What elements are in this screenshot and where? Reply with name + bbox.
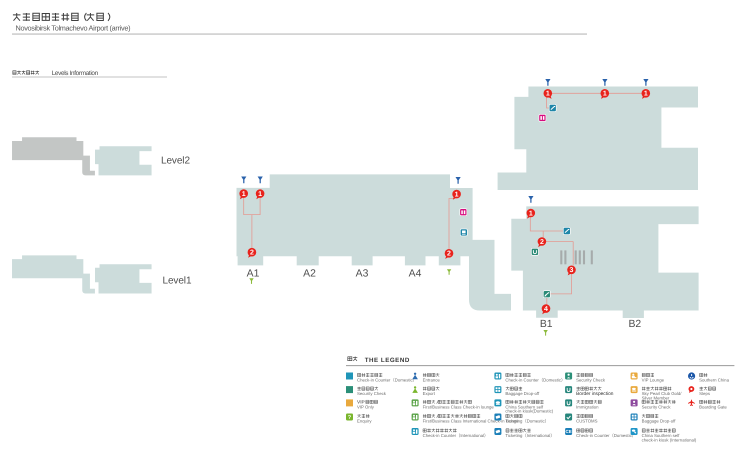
svg-text:Immigration: Immigration	[576, 404, 599, 409]
svg-text:Silver Member: Silver Member	[642, 395, 670, 400]
svg-text:VIP Lounge: VIP Lounge	[642, 377, 665, 382]
svg-text:Check-in Counter（Domestic）: Check-in Counter（Domestic）	[576, 433, 636, 438]
svg-text:Levels Information: Levels Information	[52, 70, 99, 77]
svg-text:Southern China: Southern China	[699, 377, 729, 382]
svg-text:CUSTOMS: CUSTOMS	[576, 418, 598, 423]
svg-text:China Southern self: China Southern self	[642, 433, 681, 438]
svg-text:A3: A3	[356, 268, 369, 279]
svg-text:A4: A4	[409, 268, 422, 279]
svg-text:First/Business Class Check-in: First/Business Class Check-in lounge	[423, 404, 495, 409]
svg-text:2: 2	[447, 251, 451, 258]
svg-text:check-in kiosk (International): check-in kiosk (International)	[642, 437, 697, 442]
svg-text:1: 1	[529, 210, 533, 217]
svg-text:4: 4	[544, 306, 548, 313]
svg-text:Steps: Steps	[699, 391, 710, 396]
svg-text:1: 1	[455, 192, 459, 199]
svg-text:1: 1	[644, 91, 648, 98]
svg-text:Baggage Drop-off: Baggage Drop-off	[642, 418, 677, 423]
svg-text:Baggage Drop-off: Baggage Drop-off	[505, 391, 540, 396]
svg-text:China Southern self: China Southern self	[505, 404, 544, 409]
svg-text:CE: CE	[566, 429, 572, 434]
svg-text:1: 1	[546, 91, 550, 98]
svg-text:2: 2	[540, 239, 544, 246]
svg-text:VIP: VIP	[357, 400, 365, 406]
svg-text:VIP Only: VIP Only	[357, 404, 375, 409]
svg-text:Export: Export	[423, 391, 436, 396]
svg-text:2: 2	[250, 250, 254, 257]
svg-text:Security Check: Security Check	[576, 377, 606, 382]
svg-text:Ticketing（Domestic）: Ticketing（Domestic）	[505, 418, 549, 423]
svg-text:Boarding Gate: Boarding Gate	[699, 404, 727, 409]
svg-text:B1: B1	[540, 319, 553, 330]
svg-text:THE LEGEND: THE LEGEND	[365, 357, 410, 364]
svg-text:Check-in Counter（Domestic）: Check-in Counter（Domestic）	[357, 377, 417, 382]
svg-text:1: 1	[603, 91, 607, 98]
svg-text:Border inspection: Border inspection	[576, 391, 614, 397]
svg-text:1: 1	[258, 191, 262, 198]
svg-text:B2: B2	[628, 319, 641, 330]
svg-text:Novosibirsk Tolmachevo Airport: Novosibirsk Tolmachevo Airport (arrive)	[16, 24, 131, 33]
svg-text:?: ?	[348, 415, 352, 421]
svg-text:check-in kiosk(Domestic): check-in kiosk(Domestic)	[505, 409, 553, 414]
svg-text:Level1: Level1	[163, 276, 192, 287]
svg-text:First/Business Class Internati: First/Business Class International Check…	[423, 418, 520, 423]
svg-text:Check-in Counter（International: Check-in Counter（International）	[423, 433, 489, 438]
svg-text:Security Check: Security Check	[642, 404, 672, 409]
svg-text:Ticketing（International）: Ticketing（International）	[505, 433, 554, 438]
svg-text:Sky Pearl Club Gold/: Sky Pearl Club Gold/	[642, 391, 683, 396]
svg-text:3: 3	[570, 267, 574, 274]
svg-text:A2: A2	[303, 268, 316, 279]
svg-text:Security Check: Security Check	[357, 391, 387, 396]
svg-text:Entrance: Entrance	[423, 377, 441, 382]
svg-text:1: 1	[242, 191, 246, 198]
svg-text:A1: A1	[247, 268, 260, 279]
svg-text:Enquiry: Enquiry	[357, 418, 372, 423]
svg-text:Level2: Level2	[161, 156, 190, 167]
svg-text:Check-in Counter（Domestic）: Check-in Counter（Domestic）	[505, 377, 565, 382]
